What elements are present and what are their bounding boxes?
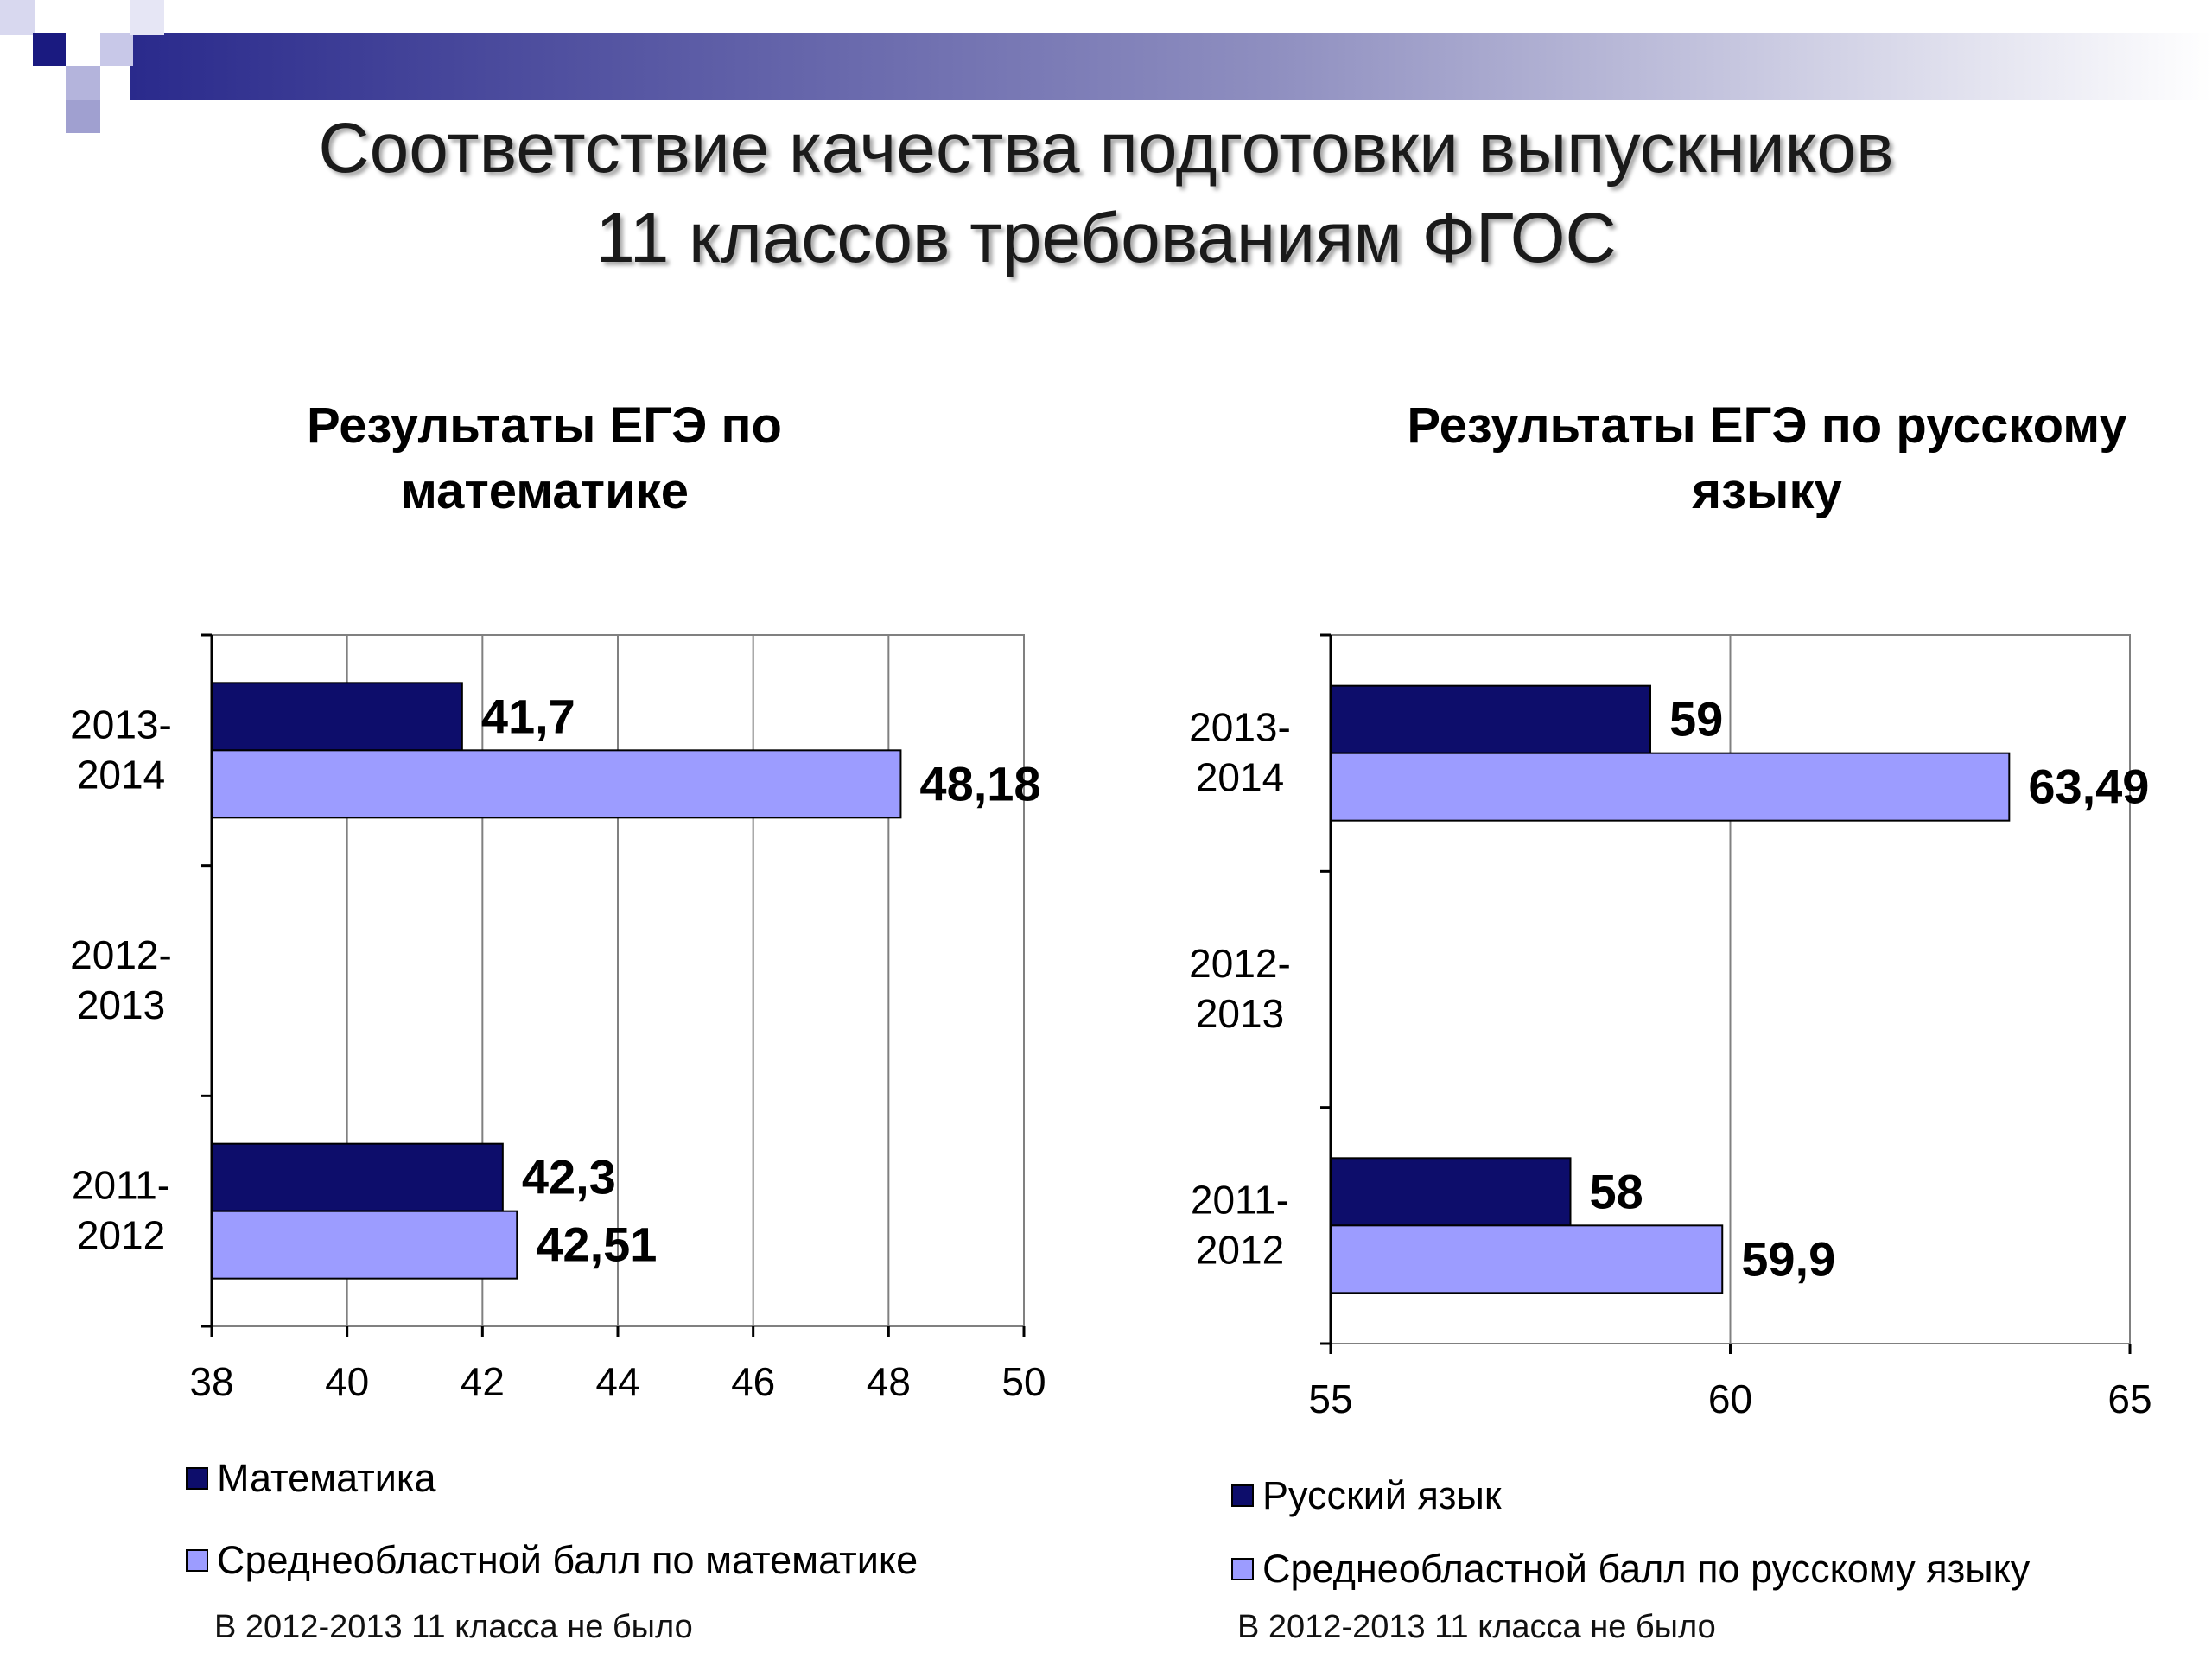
chart1-category-label-1-line-0: 2012-	[70, 932, 172, 977]
banner-square-mid-1	[66, 66, 100, 100]
chart1-legend-swatch-light	[186, 1549, 208, 1572]
chart1-legend-item-avg: Среднеобластной балл по математике	[186, 1538, 918, 1583]
chart1-title: Результаты ЕГЭ по математике	[156, 393, 933, 524]
header-banner	[0, 0, 2212, 133]
chart1-category-label-1-line-1: 2013	[77, 982, 165, 1027]
chart2-bar-2-1	[1330, 1224, 1724, 1294]
chart2-x-tick-label-0: 55	[1308, 1376, 1352, 1421]
chart2-category-label-1: 2012- 2013	[1189, 941, 1291, 1036]
chart2-legend-label-rus: Русский язык	[1262, 1473, 1502, 1517]
chart2-category-label-0: 2013- 2014	[1189, 705, 1291, 800]
chart2-legend-label-avg: Среднеобластной балл по русскому языку	[1262, 1547, 2031, 1591]
chart2-legend-swatch-dark	[1231, 1484, 1254, 1507]
chart2-title-line-2: языку	[1692, 463, 1842, 519]
chart1-x-tick-label-5: 48	[867, 1359, 911, 1404]
slide-title-line-2: 11 классов требованиям ФГОС	[595, 199, 1617, 277]
chart1-category-label-0-line-0: 2013-	[70, 702, 172, 747]
chart1-bar-2-1	[211, 1210, 518, 1280]
chart1-legend-item-math: Математика	[186, 1456, 436, 1501]
banner-square-light-1	[0, 0, 35, 35]
chart2-bar-0-1	[1330, 752, 2011, 822]
chart2-category-label-1-line-1: 2013	[1196, 991, 1284, 1036]
chart2-data-label-0-1: 63,49	[2028, 760, 2149, 814]
chart2-title: Результаты ЕГЭ по русскому языку	[1322, 393, 2212, 524]
slide-title-line-1: Соответствие качества подготовки выпускн…	[318, 109, 1894, 188]
banner-square-light-3	[130, 0, 164, 35]
chart2-category-label-0-line-0: 2013-	[1189, 705, 1291, 750]
chart2-data-label-0-0: 59	[1669, 692, 1723, 747]
banner-square-light-2	[100, 33, 133, 66]
chart1-category-label-1: 2012- 2013	[70, 932, 172, 1027]
chart1-legend-swatch-dark	[186, 1467, 208, 1490]
chart1-category-label-0: 2013- 2014	[70, 702, 172, 797]
chart1-title-line-2: математике	[399, 463, 690, 519]
chart1-legend-label-math: Математика	[217, 1456, 436, 1500]
chart2-data-label-2-1: 59,9	[1741, 1231, 1835, 1286]
chart2-data-label-2-0: 58	[1590, 1164, 1643, 1218]
chart2-legend: Русский язык Среднеобластной балл по рус…	[1231, 1473, 2199, 1611]
chart2-title-line-1: Результаты ЕГЭ по русскому	[1407, 397, 2127, 454]
chart1-category-label-2-line-1: 2012	[77, 1213, 165, 1258]
slide-title: Соответствие качества подготовки выпускн…	[0, 104, 2212, 283]
chart2-legend-item-rus: Русский язык	[1231, 1473, 1502, 1518]
chart1-x-tick-label-3: 44	[595, 1359, 639, 1404]
chart2-category-label-2-line-1: 2012	[1196, 1227, 1284, 1272]
chart2-legend-item-avg: Среднеобластной балл по русскому языку	[1231, 1547, 2030, 1592]
chart1-x-tick-label-2: 42	[461, 1359, 505, 1404]
chart2-category-label-1-line-0: 2012-	[1189, 941, 1291, 986]
chart2-bar-0-0	[1330, 684, 1651, 754]
banner-square-dark	[33, 33, 66, 66]
chart2-bar-2-0	[1330, 1157, 1572, 1227]
chart1-category-label-0-line-1: 2014	[77, 752, 165, 797]
chart1-x-tick-label-0: 38	[189, 1359, 233, 1404]
chart2-category-label-0-line-1: 2014	[1196, 755, 1284, 800]
chart1-x-tick-label-4: 46	[731, 1359, 775, 1404]
chart2-legend-swatch-light	[1231, 1558, 1254, 1580]
chart1-data-label-2-0: 42,3	[522, 1150, 616, 1205]
chart1-category-label-2-line-0: 2011-	[72, 1163, 170, 1208]
chart1-data-label-2-1: 42,51	[536, 1217, 657, 1272]
chart1-data-label-0-0: 41,7	[481, 689, 575, 743]
chart1-x-tick-label-6: 50	[1001, 1359, 1046, 1404]
chart1-data-label-0-1: 48,18	[919, 756, 1040, 810]
chart1-bar-0-0	[211, 682, 463, 752]
chart2-x-tick-label-1: 60	[1708, 1376, 1752, 1421]
banner-gradient-bar	[130, 33, 2212, 100]
chart1-legend-label-avg: Среднеобластной балл по математике	[217, 1538, 918, 1582]
banner-square-mid-2	[66, 100, 100, 133]
chart2-footnote: В 2012-2013 11 класса не было	[1237, 1609, 1716, 1645]
chart1-bar-2-0	[211, 1142, 504, 1212]
chart1-footnote: В 2012-2013 11 класса не было	[214, 1609, 693, 1645]
chart1-title-line-1: Результаты ЕГЭ по	[307, 397, 782, 454]
chart1-legend: Математика Среднеобластной балл по матем…	[186, 1456, 1050, 1594]
chart2-x-tick-label-2: 65	[2107, 1376, 2152, 1421]
chart1-category-label-2: 2011- 2012	[72, 1163, 170, 1258]
chart2-category-label-2: 2011- 2012	[1191, 1177, 1289, 1272]
chart1-x-tick-label-1: 40	[325, 1359, 369, 1404]
chart2-category-label-2-line-0: 2011-	[1191, 1177, 1289, 1222]
chart1-bar-0-1	[211, 749, 902, 819]
